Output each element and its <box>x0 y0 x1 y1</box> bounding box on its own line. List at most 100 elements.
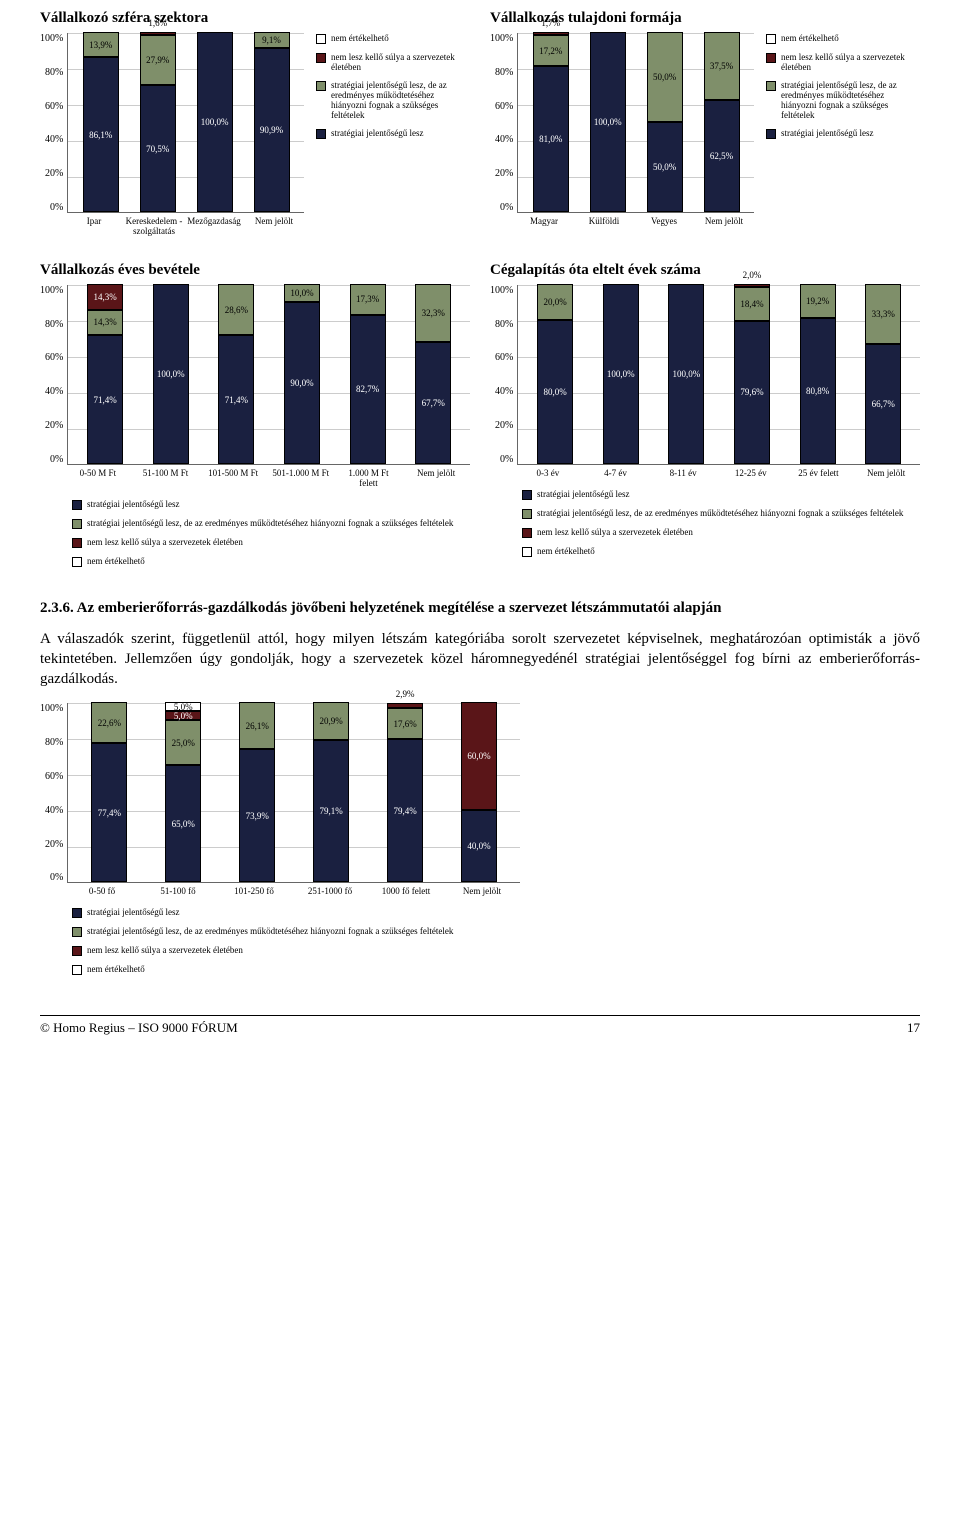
x-label: Vegyes <box>634 217 694 227</box>
plot: 80,0%20,0%100,0%100,0%79,6%18,4%2,0%80,8… <box>517 285 920 465</box>
bar-segment: 100,0% <box>590 32 626 212</box>
legend-swatch <box>72 519 82 529</box>
legend-item: stratégiai jelentőségű lesz <box>316 128 470 139</box>
legend-swatch <box>316 129 326 139</box>
chart-title: Vállalkozó szféra szektora <box>40 10 470 27</box>
chart-ownership: Vállalkozás tulajdoni formája 100%80%60%… <box>490 10 920 237</box>
bar: 77,4%22,6% <box>91 702 127 882</box>
bar-segment: 9,1% <box>254 32 290 48</box>
legend-item: stratégiai jelentőségű lesz, de az eredm… <box>72 518 470 529</box>
legend-item: nem értékelhető <box>766 33 920 44</box>
legend-label: stratégiai jelentőségű lesz <box>87 907 179 917</box>
bar: 86,1%13,9% <box>83 32 119 212</box>
legend-label: stratégiai jelentőségű lesz <box>537 489 629 499</box>
bar-segment: 14,3% <box>87 310 123 336</box>
x-label: Magyar <box>514 217 574 227</box>
section-heading: 2.3.6. Az emberierőforrás-gazdálkodás jö… <box>40 600 920 617</box>
legend-label: nem értékelhető <box>87 964 145 974</box>
bar-segment: 37,5% <box>704 32 740 100</box>
x-label: Ipar <box>64 217 124 237</box>
x-label: Nem jelölt <box>406 469 466 489</box>
bar: 70,5%27,9%1,6% <box>140 32 176 212</box>
legend-label: stratégiai jelentőségű lesz <box>781 128 873 138</box>
bar: 40,0%60,0% <box>461 702 497 882</box>
bar-segment: 25,0% <box>165 720 201 765</box>
bar: 66,7%33,3% <box>865 284 901 464</box>
bar-segment: 100,0% <box>603 284 639 464</box>
x-label: 51-100 M Ft <box>135 469 195 489</box>
x-label: Külföldi <box>574 217 634 227</box>
bar-segment: 73,9% <box>239 749 275 882</box>
x-label: 12-25 év <box>721 469 781 479</box>
bar: 67,7%32,3% <box>415 284 451 464</box>
x-label: 1.000 M Ft felett <box>338 469 398 489</box>
legend-item: stratégiai jelentőségű lesz, de az eredm… <box>522 508 920 519</box>
x-axis: MagyarKülföldiVegyesNem jelölt <box>514 217 754 227</box>
y-axis: 100%80%60%40%20%0% <box>40 703 67 883</box>
bar: 100,0% <box>153 284 189 464</box>
legend-swatch <box>316 34 326 44</box>
bar-segment: 20,9% <box>313 702 349 740</box>
legend-label: stratégiai jelentőségű lesz <box>331 128 423 138</box>
bar-segment: 40,0% <box>461 810 497 882</box>
bar: 50,0%50,0% <box>647 32 683 212</box>
bar-segment: 80,0% <box>537 320 573 464</box>
x-label: Nem jelölt <box>452 887 512 897</box>
x-label: Nem jelölt <box>856 469 916 479</box>
legend-swatch <box>72 908 82 918</box>
bar: 80,0%20,0% <box>537 284 573 464</box>
bar: 100,0% <box>197 32 233 212</box>
bar: 62,5%37,5% <box>704 32 740 212</box>
legend-swatch <box>766 129 776 139</box>
legend-label: nem értékelhető <box>331 33 389 43</box>
bar-segment: 90,0% <box>284 302 320 464</box>
bar: 100,0% <box>590 32 626 212</box>
legend-label: stratégiai jelentőségű lesz, de az eredm… <box>537 508 903 518</box>
legend: stratégiai jelentőségű leszstratégiai je… <box>72 907 472 975</box>
chart-revenue: Vállalkozás éves bevétele 100%80%60%40%2… <box>40 262 470 575</box>
legend-swatch <box>72 927 82 937</box>
legend-label: nem értékelhető <box>781 33 839 43</box>
bar: 81,0%17,2%1,7% <box>533 32 569 212</box>
bar-segment: 100,0% <box>668 284 704 464</box>
bar: 79,4%17,6%2,9% <box>387 703 423 883</box>
bar-segment: 80,8% <box>800 318 836 463</box>
x-label: 51-100 fő <box>148 887 208 897</box>
bar: 71,4%14,3%14,3% <box>87 284 123 464</box>
bar-segment: 20,0% <box>537 284 573 320</box>
legend-swatch <box>72 946 82 956</box>
bar-segment: 79,6% <box>734 321 770 464</box>
bar-segment: 14,3% <box>87 284 123 310</box>
legend-swatch <box>522 490 532 500</box>
plot: 71,4%14,3%14,3%100,0%71,4%28,6%90,0%10,0… <box>67 285 470 465</box>
bar-segment: 28,6% <box>218 284 254 335</box>
x-label: 501-1.000 M Ft <box>271 469 331 489</box>
bar-segment: 17,3% <box>350 284 386 315</box>
bar-segment: 22,6% <box>91 702 127 743</box>
bar: 100,0% <box>603 284 639 464</box>
footer-page-number: 17 <box>907 1020 920 1036</box>
legend-label: nem lesz kellő súlya a szervezetek életé… <box>87 537 243 547</box>
legend-item: nem értékelhető <box>72 964 472 975</box>
x-label: 1000 fő felett <box>376 887 436 897</box>
legend-label: stratégiai jelentőségű lesz, de az eredm… <box>781 80 920 120</box>
y-axis: 100%80%60%40%20%0% <box>490 33 517 213</box>
x-label: Mezőgazdaság <box>184 217 244 237</box>
legend-item: nem lesz kellő súlya a szervezetek életé… <box>522 527 920 538</box>
bar-segment: 26,1% <box>239 702 275 749</box>
legend-item: nem értékelhető <box>316 33 470 44</box>
legend-label: nem lesz kellő súlya a szervezetek életé… <box>87 945 243 955</box>
legend-swatch <box>766 53 776 63</box>
bar: 73,9%26,1% <box>239 702 275 882</box>
bar-segment: 1,7% <box>533 32 569 35</box>
x-label: Kereskedelem - szolgáltatás <box>124 217 184 237</box>
legend-item: stratégiai jelentőségű lesz <box>72 907 472 918</box>
x-label: Nem jelölt <box>244 217 304 237</box>
x-label: 101-500 M Ft <box>203 469 263 489</box>
page-footer: © Homo Regius – ISO 9000 FÓRUM 17 <box>40 1015 920 1036</box>
chart-title: Vállalkozás éves bevétele <box>40 262 470 279</box>
x-label: 4-7 év <box>585 469 645 479</box>
legend-item: nem lesz kellő súlya a szervezetek életé… <box>72 945 472 956</box>
bar-segment: 100,0% <box>153 284 189 464</box>
legend-swatch <box>72 557 82 567</box>
